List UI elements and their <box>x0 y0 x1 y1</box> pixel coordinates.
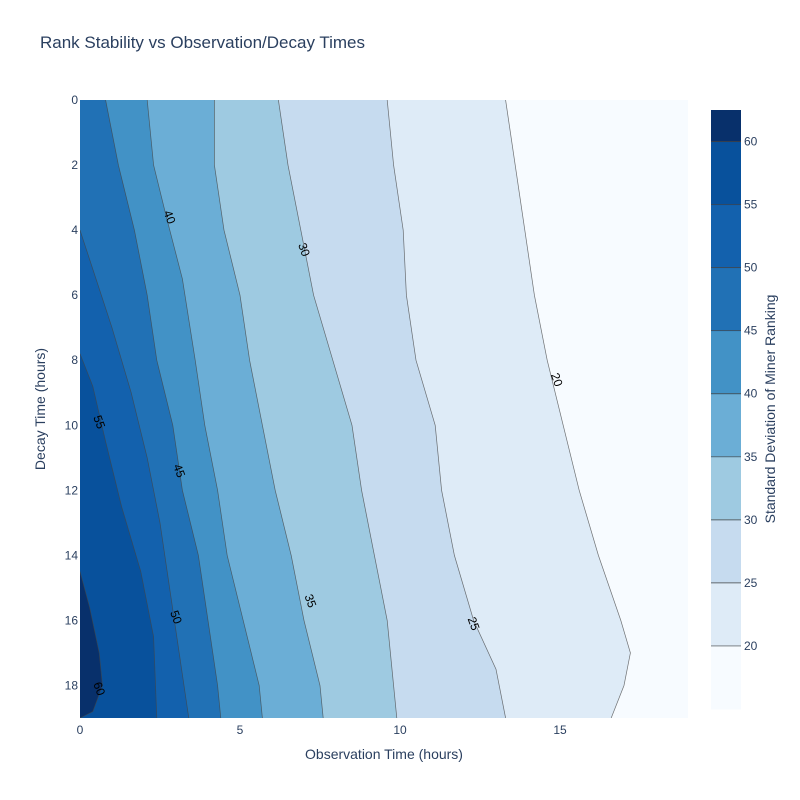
colorbar-tick-label: 20 <box>744 639 758 653</box>
contour-line-60 <box>80 571 103 718</box>
colorbar-band <box>711 645 741 710</box>
colorbar-tick-label: 30 <box>744 513 758 527</box>
colorbar-band <box>711 582 741 647</box>
contour-label-40: 40 <box>161 208 179 226</box>
colorbar-band <box>711 141 741 206</box>
contour-label-50: 50 <box>167 608 185 626</box>
contour-line-35 <box>214 100 324 718</box>
contour-label-25: 25 <box>465 615 483 633</box>
y-tick-label: 2 <box>71 158 78 172</box>
contour-label-60: 60 <box>90 680 108 698</box>
colorbar-band <box>711 519 741 584</box>
y-tick-label: 8 <box>71 353 78 367</box>
y-tick-label: 4 <box>71 223 78 237</box>
y-tick-label: 10 <box>65 418 79 432</box>
colorbar-tick-label: 40 <box>744 387 758 401</box>
y-tick-label: 0 <box>71 93 78 107</box>
colorbar-band <box>711 330 741 395</box>
y-tick-label: 12 <box>65 483 79 497</box>
y-tick-label: 6 <box>71 288 78 302</box>
colorbar-tick-label: 55 <box>744 198 758 212</box>
y-tick-label: 16 <box>65 613 79 627</box>
colorbar: 20 25 30 35 40 45 50 55 60 <box>711 110 758 710</box>
contour-line-25 <box>386 100 506 718</box>
contour-label-45: 45 <box>170 462 188 480</box>
plot-area: 20 25 30 35 40 45 50 55 60 <box>80 100 688 718</box>
contour-band-60 <box>80 100 103 718</box>
y-tick-label: 14 <box>65 548 79 562</box>
contour-band-55 <box>80 100 157 718</box>
contour-label-55: 55 <box>90 413 108 431</box>
x-tick-label: 10 <box>393 723 407 737</box>
contour-line-30 <box>278 100 398 718</box>
colorbar-band <box>711 204 741 269</box>
contour-label-35: 35 <box>302 592 320 610</box>
colorbar-tick-label: 35 <box>744 450 758 464</box>
y-axis-ticks: 0 2 4 6 8 10 12 14 16 18 <box>65 93 79 692</box>
x-tick-label: 5 <box>237 723 244 737</box>
contour-line-20 <box>505 100 631 718</box>
colorbar-tick-label: 25 <box>744 576 758 590</box>
colorbar-tick-label: 60 <box>744 135 758 149</box>
chart-title: Rank Stability vs Observation/Decay Time… <box>40 33 366 52</box>
contour-line-55 <box>80 353 158 718</box>
x-tick-label: 15 <box>553 723 567 737</box>
colorbar-band <box>711 267 741 332</box>
colorbar-band <box>711 393 741 458</box>
contour-line-50 <box>80 229 190 718</box>
colorbar-tick-label: 50 <box>744 261 758 275</box>
x-axis-label: Observation Time (hours) <box>305 746 463 762</box>
contour-label-20: 20 <box>548 371 566 389</box>
x-axis-ticks: 0 5 10 15 <box>77 723 567 737</box>
x-tick-label: 0 <box>77 723 84 737</box>
contour-line-45 <box>105 100 222 718</box>
contour-line-40 <box>146 100 263 718</box>
colorbar-band <box>711 456 741 521</box>
contour-label-30: 30 <box>295 241 313 259</box>
colorbar-band <box>711 110 741 143</box>
y-tick-label: 18 <box>65 678 79 692</box>
colorbar-tick-label: 45 <box>744 324 758 338</box>
